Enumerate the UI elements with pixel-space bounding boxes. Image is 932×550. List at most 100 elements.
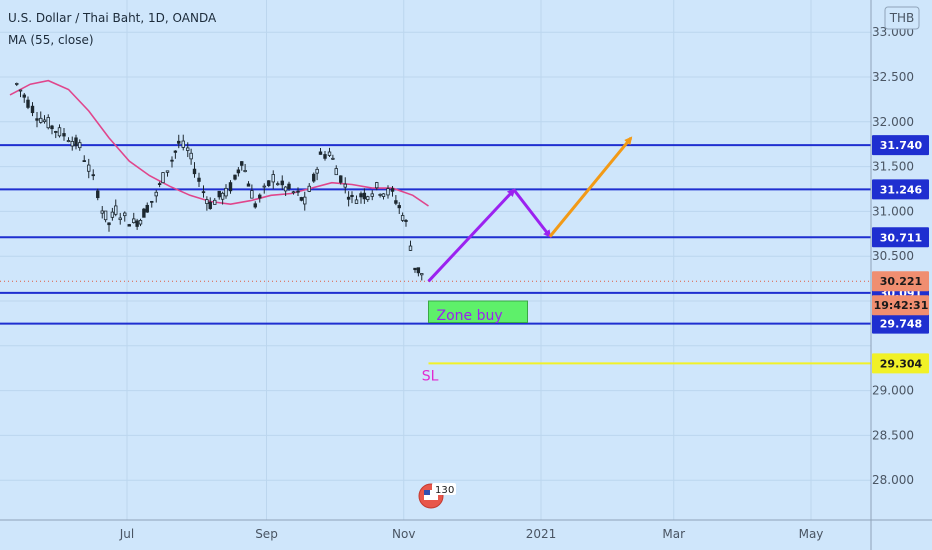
stop-loss-price-label-box — [872, 353, 929, 374]
candle-body — [114, 205, 118, 215]
candle-body — [375, 182, 379, 189]
projection-arrow-purple[interactable] — [512, 188, 552, 239]
candle-body — [26, 99, 30, 108]
candle-body — [110, 211, 115, 218]
candle-body — [82, 160, 86, 162]
y-tick-label: 31.500 — [872, 160, 914, 174]
candle-body — [15, 83, 19, 85]
candle-body — [318, 151, 323, 155]
candle-body — [327, 151, 332, 156]
badge-extra: 0 — [448, 485, 454, 496]
candle-body — [413, 267, 417, 271]
candle-body — [224, 187, 228, 197]
level-price-label-box — [872, 135, 929, 156]
zone-buy[interactable]: Zone buy — [428, 300, 528, 324]
candle-body — [78, 142, 82, 149]
level-price-label-box — [872, 313, 929, 334]
candle-body — [62, 133, 66, 137]
price-labels: 31.74031.24630.71130.09129.74829.30430.2… — [872, 135, 929, 374]
stop-loss-text: SL — [422, 368, 439, 384]
candle-body — [362, 192, 367, 200]
currency-button[interactable] — [884, 6, 920, 30]
level-price-label-box — [872, 179, 929, 200]
candle-body — [201, 191, 206, 194]
candle-body — [378, 193, 382, 196]
candle-body — [386, 188, 390, 196]
y-tick-label: 32.500 — [872, 70, 914, 84]
countdown-label-text: 19:42:31 — [874, 299, 929, 312]
candle-body — [145, 204, 149, 213]
y-tick-label: 31.000 — [872, 204, 914, 218]
x-tick-label: 2021 — [526, 527, 557, 541]
candle-body — [339, 175, 343, 183]
candle-body — [291, 191, 296, 194]
candle-body — [22, 94, 26, 98]
candle-body — [18, 89, 23, 92]
y-tick-label: 32.000 — [872, 115, 914, 129]
candle-body — [154, 191, 158, 197]
candle-body — [334, 168, 338, 176]
level-price-label-box — [872, 227, 929, 248]
candle-body — [354, 199, 359, 204]
current-price-label-box — [872, 271, 929, 292]
x-tick-label: Nov — [392, 527, 415, 541]
candle-body — [35, 118, 39, 121]
projection-arrow-orange[interactable] — [548, 136, 633, 238]
currency-label: THB — [889, 11, 915, 25]
flag-canton-icon — [424, 490, 430, 495]
candle-body — [400, 215, 405, 221]
candle-body — [87, 164, 91, 172]
candle-body — [142, 208, 146, 218]
candle-body — [267, 180, 271, 187]
candle-body — [271, 174, 275, 183]
price-candles — [15, 82, 424, 281]
zone-buy-box[interactable] — [428, 300, 528, 324]
candle-body — [312, 173, 316, 182]
candle-body — [66, 140, 71, 142]
candle-body — [42, 119, 47, 123]
flag-stripes-icon — [424, 490, 438, 500]
candle-body — [397, 205, 401, 209]
indicator-label: MA (55, close) — [8, 33, 94, 47]
level-price-label-text: 29.748 — [880, 318, 922, 331]
candle-body — [150, 200, 154, 203]
projection-arrow-purple[interactable] — [427, 188, 516, 283]
current-price-label-text: 30.221 — [880, 275, 922, 288]
ma-line — [9, 79, 429, 207]
candle-body — [161, 172, 165, 184]
candle-body — [157, 183, 162, 185]
candle-body — [181, 140, 185, 148]
candle-body — [103, 210, 108, 221]
candle-body — [213, 199, 217, 205]
candle-body — [177, 140, 181, 144]
candle-body — [323, 154, 327, 159]
candle-body — [280, 180, 284, 186]
candle-body — [243, 170, 247, 173]
candle-body — [228, 182, 233, 192]
candle-body — [30, 105, 35, 114]
zone-buy-text: Zone buy — [437, 308, 503, 324]
candle-body — [240, 161, 244, 166]
candle-body — [303, 196, 307, 205]
candle-body — [189, 152, 193, 160]
y-tick-label: 28.500 — [872, 428, 914, 442]
candle-body — [276, 183, 280, 186]
candle-body — [404, 220, 408, 222]
horizontal-levels[interactable]: SL — [0, 144, 871, 384]
badge-count: 13 — [435, 485, 448, 496]
projection-arrows[interactable] — [427, 136, 633, 283]
stop-loss-price-label-text: 29.304 — [880, 357, 923, 370]
candle-body — [331, 157, 335, 160]
candle-body — [135, 220, 139, 227]
candle-body — [262, 185, 266, 188]
candle-body — [394, 200, 398, 204]
candle-body — [420, 273, 424, 276]
event-badge[interactable]: 13 0 — [418, 483, 456, 509]
candle-body — [287, 183, 291, 189]
candle-body — [100, 210, 104, 214]
y-tick-label: 30.500 — [872, 249, 914, 263]
candle-body — [208, 201, 212, 209]
x-tick-label: May — [799, 527, 824, 541]
candle-body — [390, 188, 395, 192]
